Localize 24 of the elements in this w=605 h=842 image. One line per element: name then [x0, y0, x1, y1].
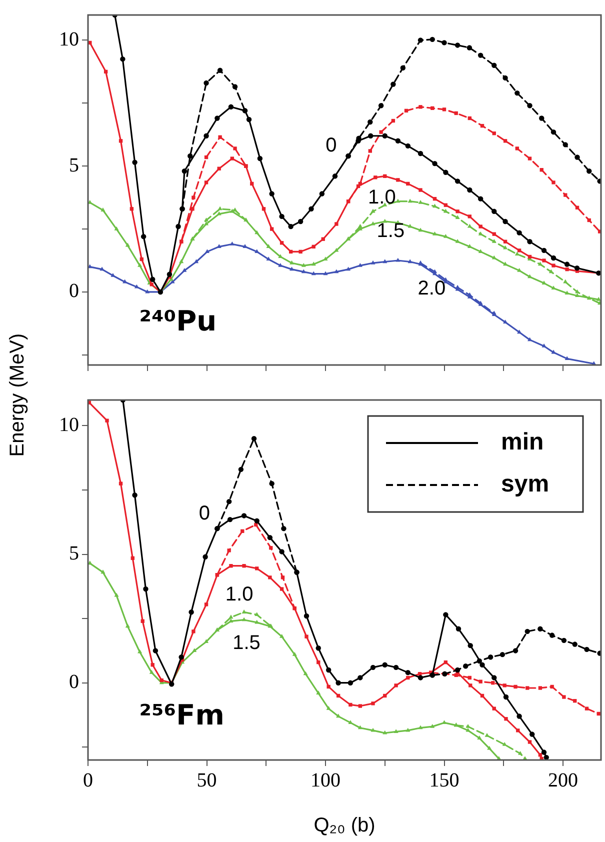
x-tick-label: 100: [310, 769, 340, 792]
legend-label: sym: [501, 470, 550, 498]
y-axis-title: Energy (MeV): [6, 333, 30, 457]
annotation: 1.0: [225, 583, 254, 606]
x-axis-title: Q₂₀ (b): [314, 814, 376, 837]
annotation: 1.0: [368, 186, 396, 209]
annotation: 1.5: [232, 632, 260, 654]
x-tick-label: 0: [83, 769, 93, 792]
annotation: 0: [326, 134, 337, 156]
y-tick-label: 5: [69, 542, 79, 565]
y-tick-label: 0: [69, 671, 79, 694]
y-tick-label: 0: [69, 280, 79, 302]
x-tick-label: 200: [548, 769, 578, 792]
annotation: 2.0: [418, 278, 446, 300]
annotation: ²⁵⁶Fm: [139, 698, 224, 732]
annotation: 1.5: [376, 220, 405, 242]
y-tick-label: 10: [59, 414, 79, 436]
y-tick-label: 5: [69, 154, 79, 176]
annotation: ²⁴⁰Pu: [139, 304, 217, 338]
x-tick-label: 150: [429, 769, 460, 792]
annotation: 0: [198, 502, 210, 524]
x-tick-label: 50: [196, 769, 217, 792]
y-tick-label: 10: [59, 28, 79, 50]
legend-label: min: [501, 428, 544, 456]
